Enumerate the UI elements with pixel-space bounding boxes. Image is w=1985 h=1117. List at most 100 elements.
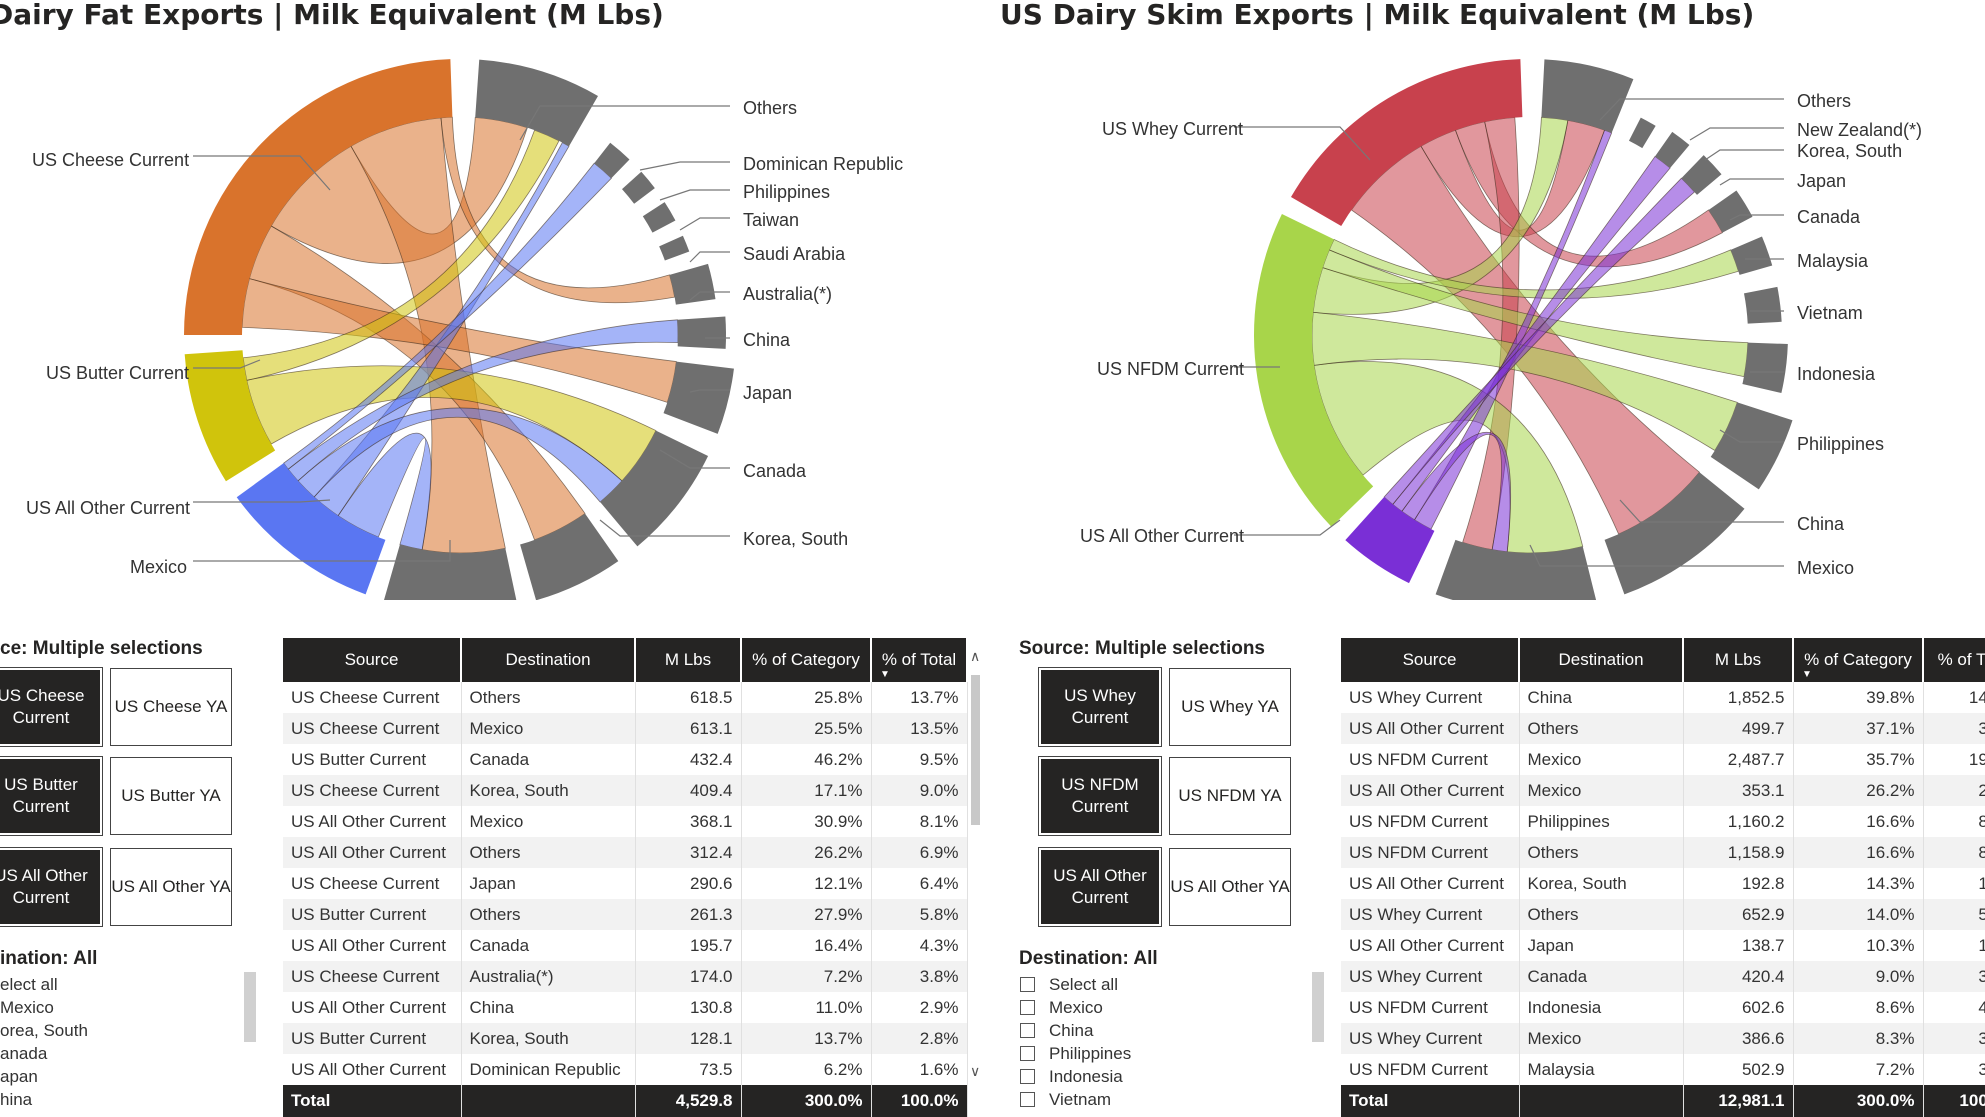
- right-label-us-nfdm-current: US NFDM Current: [1097, 359, 1244, 379]
- table-cell: Malaysia: [1519, 1054, 1684, 1085]
- left-table-scrollbar[interactable]: [971, 675, 980, 825]
- table-row[interactable]: US Cheese Current Japan 290.6 12.1% 6.4%: [283, 868, 968, 899]
- table-row[interactable]: US Cheese Current Mexico 613.1 25.5% 13.5%: [283, 713, 968, 744]
- right-dest-item[interactable]: Indonesia: [1020, 1065, 1131, 1088]
- table-cell: 174.0: [635, 961, 742, 992]
- table-cell: Korea, South: [461, 1023, 636, 1054]
- table-cell: 8.6%: [1793, 992, 1924, 1023]
- table-cell: Australia(*): [461, 961, 636, 992]
- left-dest-item[interactable]: anada: [0, 1044, 48, 1063]
- leader-line: [193, 359, 261, 369]
- table-cell: 11.0%: [741, 992, 872, 1023]
- right-dest-item[interactable]: Mexico: [1020, 996, 1131, 1019]
- table-row[interactable]: US All Other Current Dominican Republic 73…: [283, 1054, 968, 1085]
- left-dest-item[interactable]: Mexico: [0, 998, 54, 1017]
- left-dest-item[interactable]: orea, South: [0, 1021, 88, 1040]
- table-cell: 7.2%: [741, 961, 872, 992]
- left-tile-us-all-other-ya[interactable]: US All Other YA: [110, 848, 232, 926]
- table-row[interactable]: US All Other Current Others 312.4 26.2% 6.9%: [283, 837, 968, 868]
- checkbox-icon[interactable]: [1020, 1000, 1035, 1015]
- checkbox-icon[interactable]: [1020, 977, 1035, 992]
- checkbox-icon[interactable]: [1020, 1092, 1035, 1107]
- right-dest-item[interactable]: Select all: [1020, 973, 1131, 996]
- right-tile-us-all-other-ya[interactable]: US All Other YA: [1169, 848, 1291, 926]
- leader-line: [1619, 499, 1784, 523]
- table-row[interactable]: US Cheese Current Australia(*) 174.0 7.2% 3.…: [283, 961, 968, 992]
- left-destination-scrollbar[interactable]: [244, 972, 256, 1042]
- right-destination-scrollbar[interactable]: [1312, 972, 1324, 1042]
- right-tile-us-nfdm-current[interactable]: US NFDM Current: [1038, 756, 1162, 836]
- right-dest-item[interactable]: China: [1020, 1019, 1131, 1042]
- table-row[interactable]: US All Other Current Mexico 368.1 30.9% 8.1%: [283, 806, 968, 837]
- saudi-arabia-arc: [659, 235, 690, 261]
- right-label-us-whey-current: US Whey Current: [1102, 119, 1243, 139]
- left-tile-us-cheese-ya[interactable]: US Cheese YA: [110, 668, 232, 746]
- left-col-mlbs[interactable]: M Lbs: [635, 638, 742, 682]
- right-tile-us-whey-current[interactable]: US Whey Current: [1038, 667, 1162, 747]
- table-row[interactable]: US Cheese Current Others 618.5 25.8% 13.7%: [283, 682, 968, 713]
- table-row[interactable]: US Cheese Current Korea, South 409.4 17.1% 9…: [283, 775, 968, 806]
- checkbox-icon[interactable]: [1020, 1069, 1035, 1084]
- left-tile-us-butter-ya[interactable]: US Butter YA: [110, 757, 232, 835]
- left-tile-us-all-other-current[interactable]: US All Other Current: [0, 847, 103, 927]
- table-row[interactable]: US All Other Current China 130.8 11.0% 2.9%: [283, 992, 968, 1023]
- right-dest-item[interactable]: Vietnam: [1020, 1088, 1131, 1111]
- right-col-mlbs[interactable]: M Lbs: [1683, 638, 1794, 682]
- checkbox-icon[interactable]: [1020, 1046, 1035, 1061]
- table-cell: Indonesia: [1519, 992, 1684, 1023]
- left-dest-item[interactable]: apan: [0, 1067, 38, 1086]
- table-cell: 5.8%: [871, 899, 968, 930]
- vietnam-arc: [1743, 286, 1782, 324]
- right-col-destination[interactable]: Destination: [1519, 638, 1684, 682]
- right-col-source[interactable]: Source: [1341, 638, 1520, 682]
- table-cell: 353.1: [1683, 775, 1794, 806]
- left-tile-us-butter-current[interactable]: US Butter Current: [0, 756, 103, 836]
- table-cell: 9.0%: [1793, 961, 1924, 992]
- leader-line: [1599, 98, 1784, 121]
- right-col-pct-total[interactable]: % of T: [1923, 638, 1985, 682]
- table-cell: US All Other Current: [283, 837, 462, 868]
- left-dest-item[interactable]: hina: [0, 1090, 33, 1109]
- right-tile-us-nfdm-ya[interactable]: US NFDM YA: [1169, 757, 1291, 835]
- left-dest-item[interactable]: elect all: [0, 975, 58, 994]
- table-row[interactable]: US Butter Current Others 261.3 27.9% 5.8%: [283, 899, 968, 930]
- left-col-pct-total[interactable]: % of Total ▼: [871, 638, 968, 682]
- left-col-destination[interactable]: Destination: [461, 638, 636, 682]
- table-cell: 13.7%: [871, 682, 968, 713]
- table-cell: 2,487.7: [1683, 744, 1794, 775]
- left-table-scroll-down-icon[interactable]: ∨: [970, 1064, 981, 1080]
- philippines-arc: [1710, 402, 1793, 490]
- right-label-others: Others: [1797, 91, 1851, 111]
- left-tile-us-cheese-current[interactable]: US Cheese Current: [0, 667, 103, 747]
- table-cell: US Butter Current: [283, 744, 462, 775]
- total-cell: 100.0%: [871, 1085, 968, 1117]
- table-row[interactable]: US All Other Current Canada 195.7 16.4% 4.3%: [283, 930, 968, 961]
- checkbox-icon[interactable]: [1020, 1023, 1035, 1038]
- table-cell: Canada: [461, 930, 636, 961]
- left-table-scroll-up-icon[interactable]: ∧: [970, 649, 981, 665]
- table-cell: Japan: [461, 868, 636, 899]
- left-col-source[interactable]: Source: [283, 638, 462, 682]
- table-row[interactable]: US Butter Current Canada 432.4 46.2% 9.5%: [283, 744, 968, 775]
- table-row[interactable]: US All Other Current Korea, South 192.8 14.…: [1341, 868, 1985, 899]
- table-row[interactable]: US Butter Current Korea, South 128.1 13.7% 2…: [283, 1023, 968, 1054]
- right-col-pct-category[interactable]: % of Category ▼: [1793, 638, 1924, 682]
- right-dest-item[interactable]: Philippines: [1020, 1042, 1131, 1065]
- table-cell: 1.6%: [871, 1054, 968, 1085]
- japan-arc: [663, 361, 734, 434]
- right-tile-us-whey-ya[interactable]: US Whey YA: [1169, 668, 1291, 746]
- right-tile-us-all-other-current[interactable]: US All Other Current: [1038, 847, 1162, 927]
- left-col-pct-category[interactable]: % of Category: [741, 638, 872, 682]
